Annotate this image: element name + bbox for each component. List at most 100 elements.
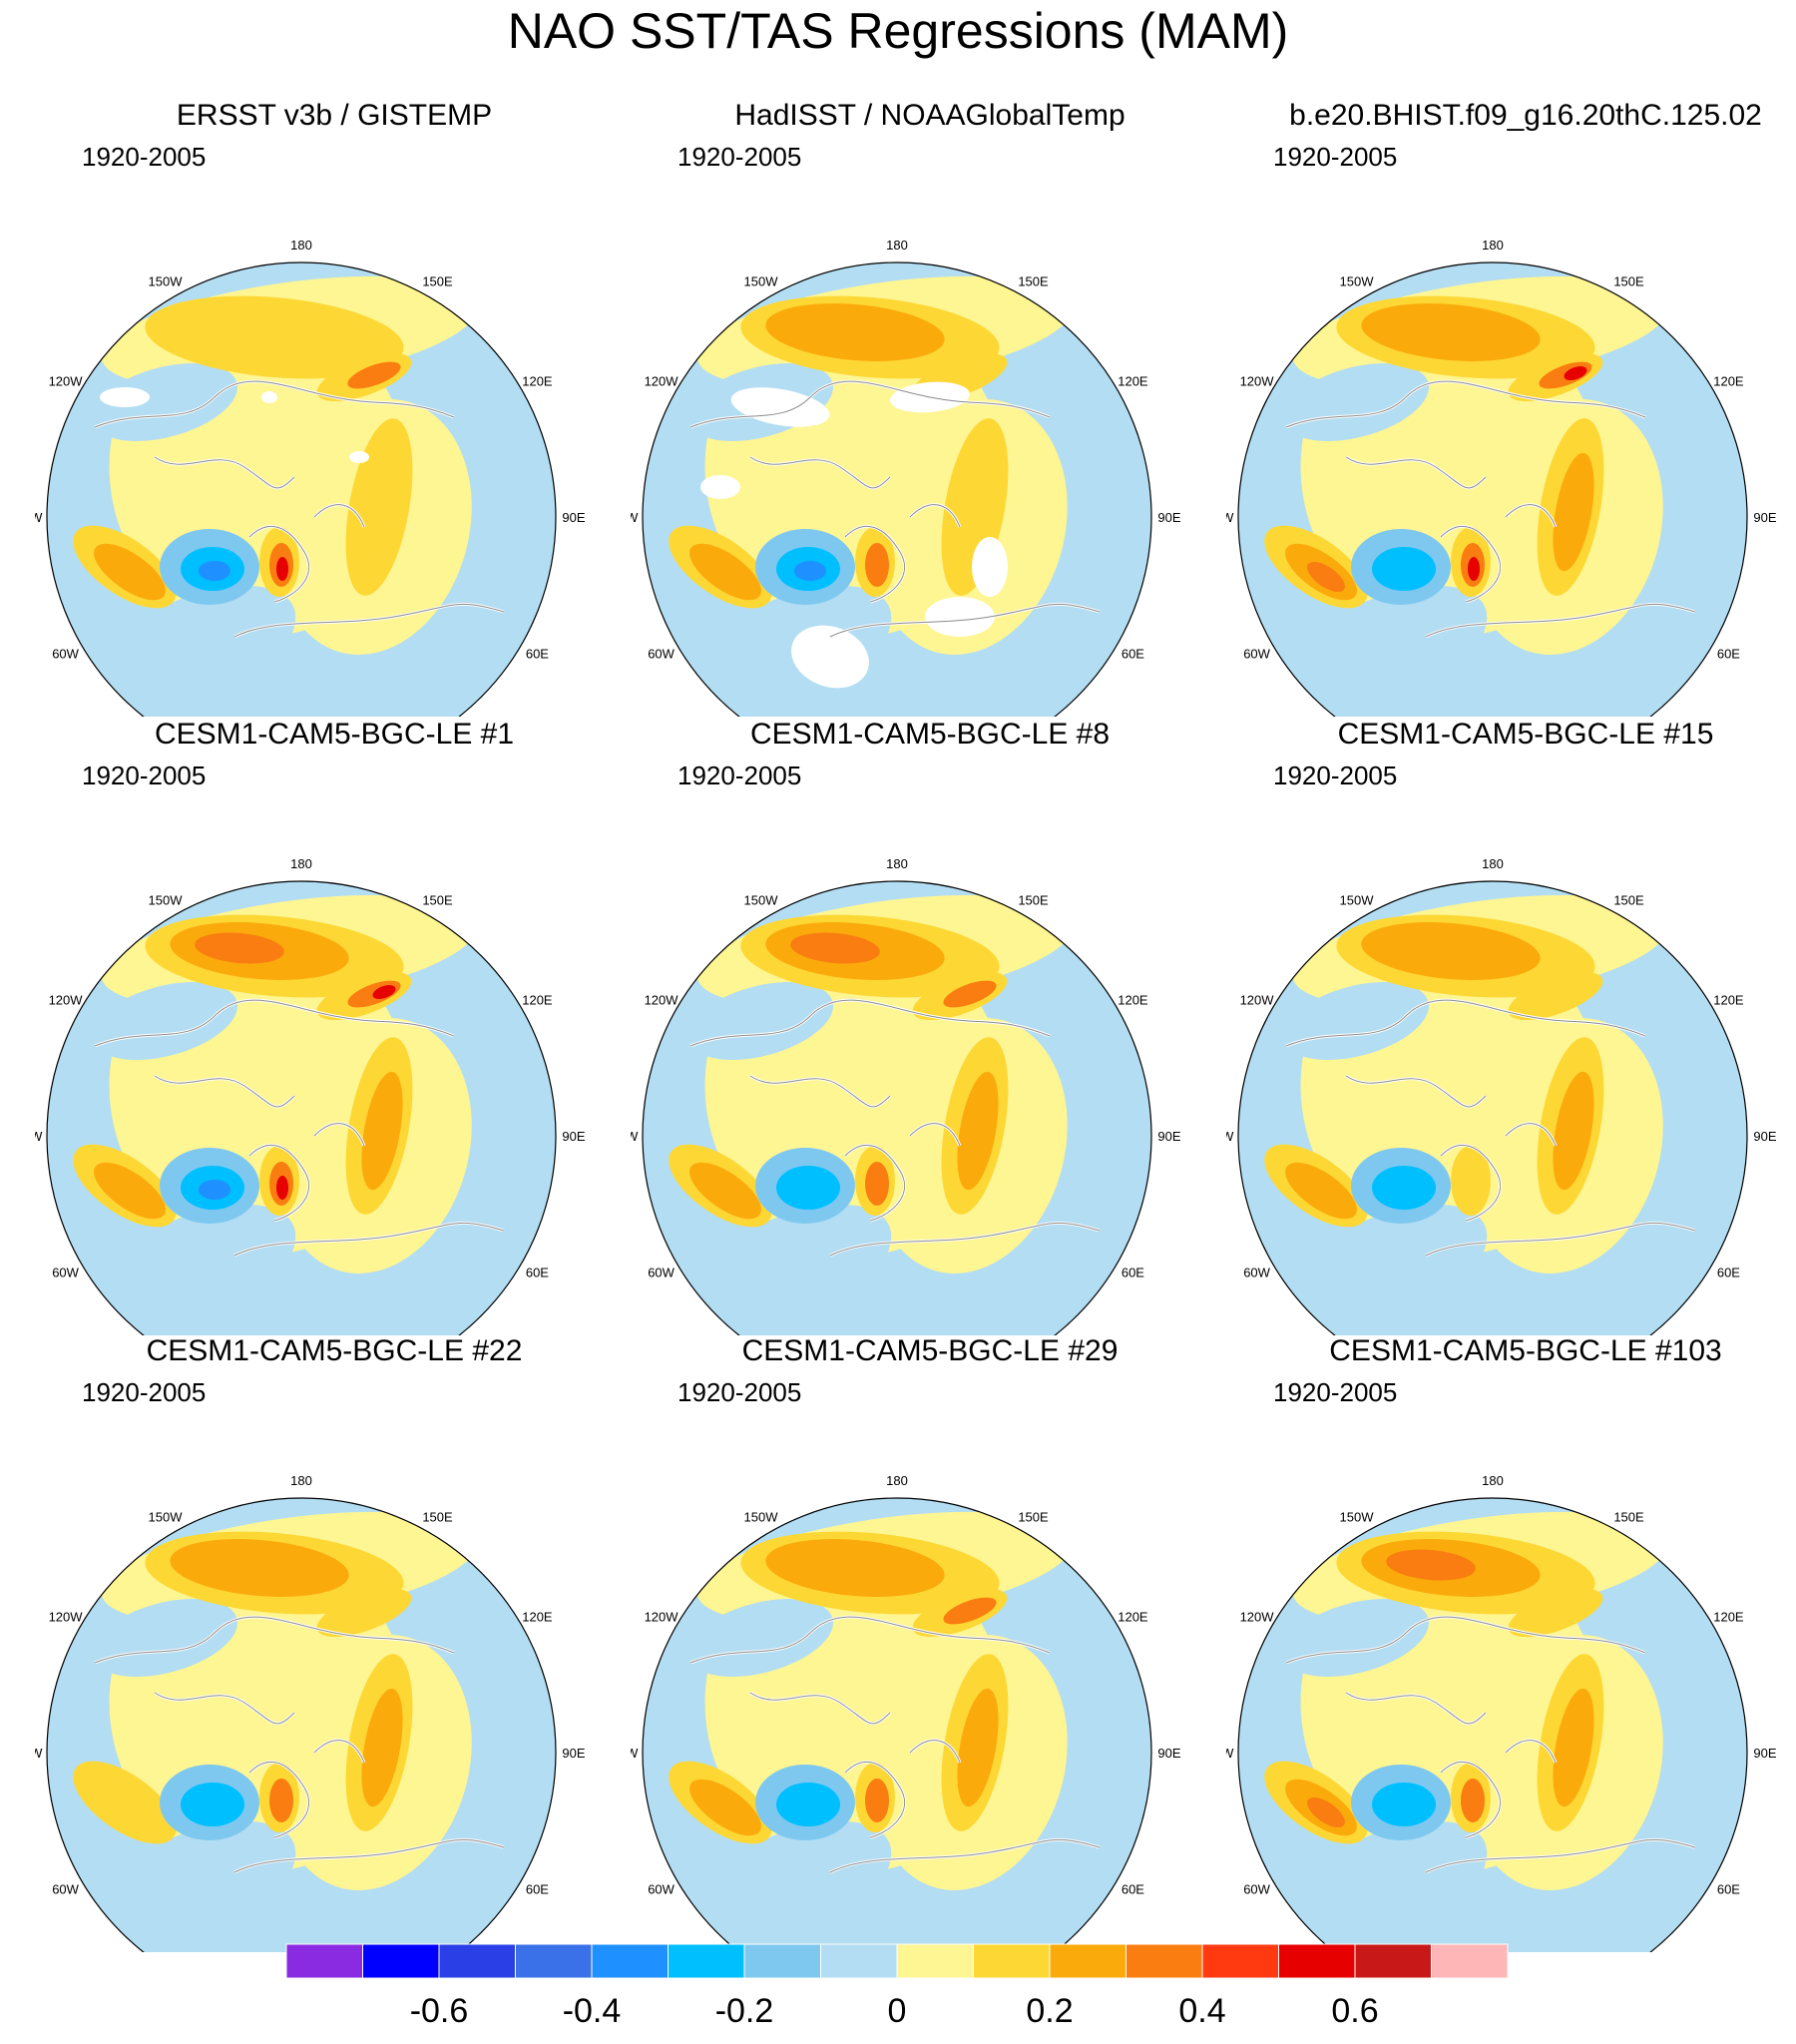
map-boundary — [642, 1497, 1152, 1952]
north-atlantic-cool-patch — [73, 1820, 296, 1952]
longitude-label: 150E — [1613, 893, 1644, 908]
north-atlantic-cool-patch — [669, 1204, 892, 1335]
atlantic-warm-anomaly — [73, 1761, 177, 1844]
coastline-edge — [1505, 1123, 1557, 1147]
longitude-label: 90E — [562, 510, 585, 525]
coastline-edge — [909, 1123, 961, 1147]
longitude-label: 120E — [522, 1610, 553, 1625]
coastline-edge — [749, 1692, 891, 1725]
north-america-cool-patch — [686, 982, 834, 1060]
longitude-label: 60E — [1122, 1882, 1144, 1897]
longitude-label: 150W — [149, 274, 184, 289]
longitude-label: 60W — [52, 1266, 79, 1280]
kamchatka-warm-anomaly — [943, 1597, 997, 1625]
coastline-edge — [1440, 525, 1502, 603]
north-america-cool-patch — [1282, 1599, 1430, 1677]
coastline-edge — [1505, 1740, 1557, 1764]
longitude-label: 120E — [1713, 1610, 1744, 1625]
longitude-label: 180 — [290, 238, 312, 253]
coastline-edge — [154, 1692, 295, 1725]
coastline-edge — [1505, 504, 1557, 528]
longitude-label: 120W — [49, 1610, 84, 1625]
scandinavia-warm-anomaly — [1461, 1779, 1485, 1822]
panel-title: ERSST v3b / GISTEMP — [176, 99, 493, 132]
polar-map: 180150E120E90E60E30E030W60W90W120W150W — [631, 856, 1181, 1335]
period-label: 1920-2005 — [1273, 761, 1398, 790]
polar-map: 180150E120E90E60E30E030W60W90W120W150W — [35, 1473, 586, 1952]
map-panel: CESM1-CAM5-BGC-LE #8 180150E120E90E60E30E… — [631, 717, 1229, 1335]
longitude-label: 90E — [1157, 1129, 1180, 1144]
longitude-label: 180 — [290, 856, 312, 871]
longitude-label: 90W — [35, 1746, 43, 1761]
scandinavia-warm-anomaly — [269, 1779, 293, 1822]
coastline-edge — [248, 1761, 310, 1838]
polar-map: 180150E120E90E60E30E030W60W90W120W150W — [631, 238, 1181, 717]
scandinavia-warm-anomaly — [1451, 1146, 1491, 1216]
coastline-edge — [94, 999, 455, 1047]
longitude-label: 150E — [422, 1510, 453, 1525]
siberia-warm-anomaly — [1553, 452, 1594, 572]
longitude-label: 150E — [1613, 1510, 1644, 1525]
map-boundary — [1237, 1497, 1748, 1952]
period-label: 1920-2005 — [1273, 1377, 1398, 1407]
map-boundary — [46, 1497, 557, 1952]
north-atlantic-cool-patch — [1264, 1820, 1488, 1952]
map-boundary — [46, 880, 557, 1335]
map-panel: CESM1-CAM5-BGC-LE #1 180150E120E90E60E30E… — [35, 717, 634, 1335]
missing-data-gap — [100, 387, 150, 407]
map-boundary — [1237, 880, 1748, 1335]
longitude-label: 60W — [1243, 1882, 1270, 1897]
longitude-label: 90E — [1157, 510, 1180, 525]
coastline-edge — [313, 504, 365, 528]
atlantic-warm-anomaly — [689, 543, 761, 601]
scandinavia-warm-anomaly — [276, 1176, 288, 1200]
missing-data-gap — [700, 475, 740, 499]
pacific-warm-anomaly — [170, 1539, 349, 1597]
scandinavia-warm-anomaly — [865, 1162, 889, 1206]
coastline-edge — [1440, 1144, 1502, 1222]
longitude-label: 180 — [290, 1473, 312, 1488]
longitude-label: 90W — [1226, 1746, 1234, 1761]
missing-data-gap — [972, 537, 1008, 597]
longitude-label: 60W — [648, 647, 674, 662]
coastline-edge — [1285, 999, 1646, 1047]
coastline-edge — [1440, 1761, 1502, 1838]
panel-title: CESM1-CAM5-BGC-LE #1 — [154, 718, 515, 751]
coastline-edge — [1345, 1692, 1487, 1725]
map-boundary — [642, 261, 1152, 717]
longitude-label: 60E — [1717, 1882, 1740, 1897]
longitude-label: 90W — [631, 1746, 639, 1761]
scandinavia-warm-anomaly — [1468, 557, 1480, 581]
coastline-edge — [749, 1075, 891, 1108]
coastline-edge — [1285, 1616, 1646, 1664]
north-atlantic-cool-patch — [1264, 585, 1488, 717]
coastline-edge — [1285, 380, 1646, 428]
siberia-warm-anomaly — [1553, 1071, 1594, 1191]
longitude-label: 120W — [645, 374, 679, 389]
longitude-label: 90W — [631, 1129, 639, 1144]
longitude-label: 60W — [1243, 1266, 1270, 1280]
coastline-edge — [1425, 603, 1696, 638]
coastline-edge — [689, 380, 1051, 428]
polar-map: 180150E120E90E60E30E030W60W90W120W150W — [35, 856, 586, 1335]
longitude-label: 60E — [526, 1266, 549, 1280]
coastline-edge — [689, 1616, 1051, 1664]
coastline-edge — [313, 1740, 365, 1764]
longitude-label: 120E — [1713, 374, 1744, 389]
longitude-label: 150W — [744, 893, 779, 908]
labrador-cold-anomaly — [181, 1783, 244, 1826]
longitude-label: 150W — [149, 893, 184, 908]
coastline-edge — [844, 1761, 906, 1838]
period-label: 1920-2005 — [677, 761, 802, 790]
longitude-label: 90E — [1157, 1746, 1180, 1761]
panel-title: CESM1-CAM5-BGC-LE #8 — [749, 718, 1111, 751]
atlantic-warm-anomaly — [689, 1779, 761, 1836]
longitude-label: 120E — [1118, 1610, 1148, 1625]
longitude-label: 90W — [1226, 1129, 1234, 1144]
longitude-label: 120W — [1240, 993, 1275, 1008]
longitude-label: 120W — [1240, 1610, 1275, 1625]
longitude-label: 90W — [35, 510, 43, 525]
longitude-label: 150E — [1018, 893, 1049, 908]
longitude-label: 60E — [526, 647, 549, 662]
coastline-edge — [844, 525, 906, 603]
